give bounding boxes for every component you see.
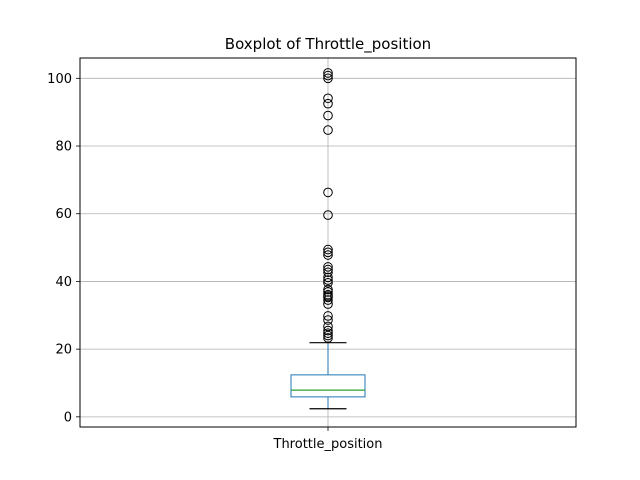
iqr-box (290, 374, 366, 398)
y-tick-label: 60 (55, 207, 72, 222)
y-axis-ticks: 0 20 40 60 80 100 (47, 72, 80, 425)
outlier-point (323, 98, 333, 109)
outlier-point (323, 244, 333, 255)
y-tick-label: 80 (55, 140, 72, 155)
outlier-point (323, 68, 333, 78)
box-layer (290, 342, 366, 410)
outlier-point (323, 250, 333, 260)
outlier-point (323, 333, 333, 343)
outlier-point (323, 289, 333, 300)
outlier-point (323, 311, 333, 321)
chart-title: Boxplot of Throttle_position (225, 35, 431, 54)
x-axis-ticks: Throttle_position (273, 427, 383, 452)
outlier-point (323, 110, 333, 121)
y-tick-label: 100 (47, 72, 72, 87)
outlier-point (323, 287, 333, 297)
outlier-point (323, 210, 333, 220)
outlier-point (323, 125, 333, 135)
outlier-point (323, 272, 333, 283)
outlier-layer (323, 68, 333, 343)
outlier-point (323, 315, 333, 325)
outlier-point (323, 262, 333, 272)
x-tick-label: Throttle_position (273, 437, 383, 452)
outlier-point (323, 187, 333, 198)
outlier-point (323, 277, 333, 288)
y-tick-label: 20 (55, 343, 72, 358)
outlier-point (323, 275, 333, 285)
outlier-point (323, 325, 333, 336)
y-tick-label: 40 (55, 275, 72, 290)
outlier-point (323, 330, 333, 341)
outlier-point (323, 70, 333, 81)
outlier-point (323, 264, 333, 275)
outlier-point (323, 328, 333, 339)
y-tick-label: 0 (64, 410, 72, 425)
outlier-point (323, 267, 333, 278)
outlier-point (323, 93, 333, 104)
plot-area-frame (79, 57, 577, 428)
outlier-point (323, 247, 333, 258)
outlier-point (323, 284, 333, 295)
outlier-point (323, 73, 333, 84)
outlier-point (323, 321, 333, 332)
